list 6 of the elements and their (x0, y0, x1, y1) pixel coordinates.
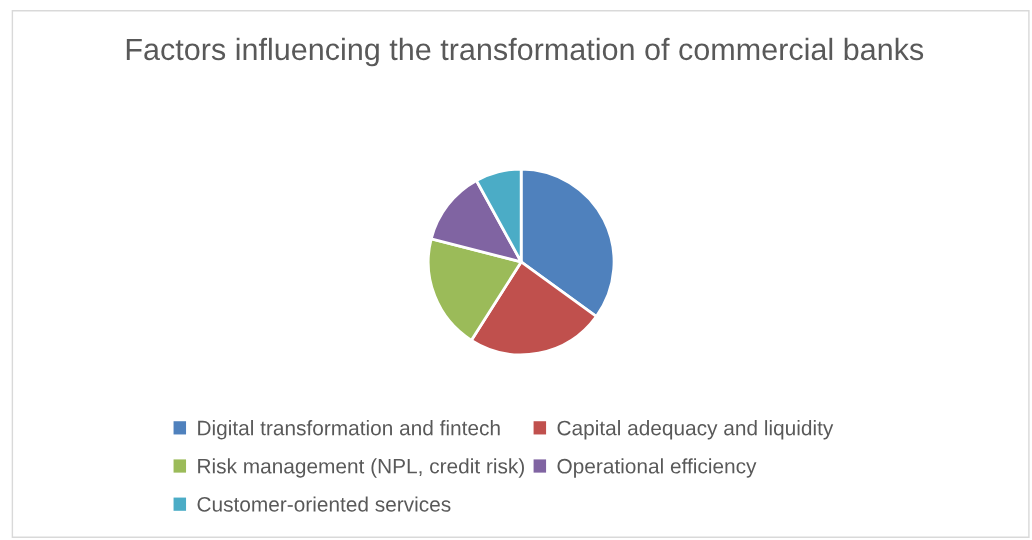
legend-label: Risk management (NPL, credit risk) (198, 458, 524, 478)
legend-label: Operational efficiency (557, 458, 757, 478)
legend-label: Customer-oriented services (197, 496, 451, 512)
legend-label: Capital adequacy and liquidity (557, 420, 834, 440)
legend-label: Digital transformation and fintech (198, 420, 500, 440)
chart-title: Factors influencing the transformation of commercial banks (126, 37, 924, 67)
